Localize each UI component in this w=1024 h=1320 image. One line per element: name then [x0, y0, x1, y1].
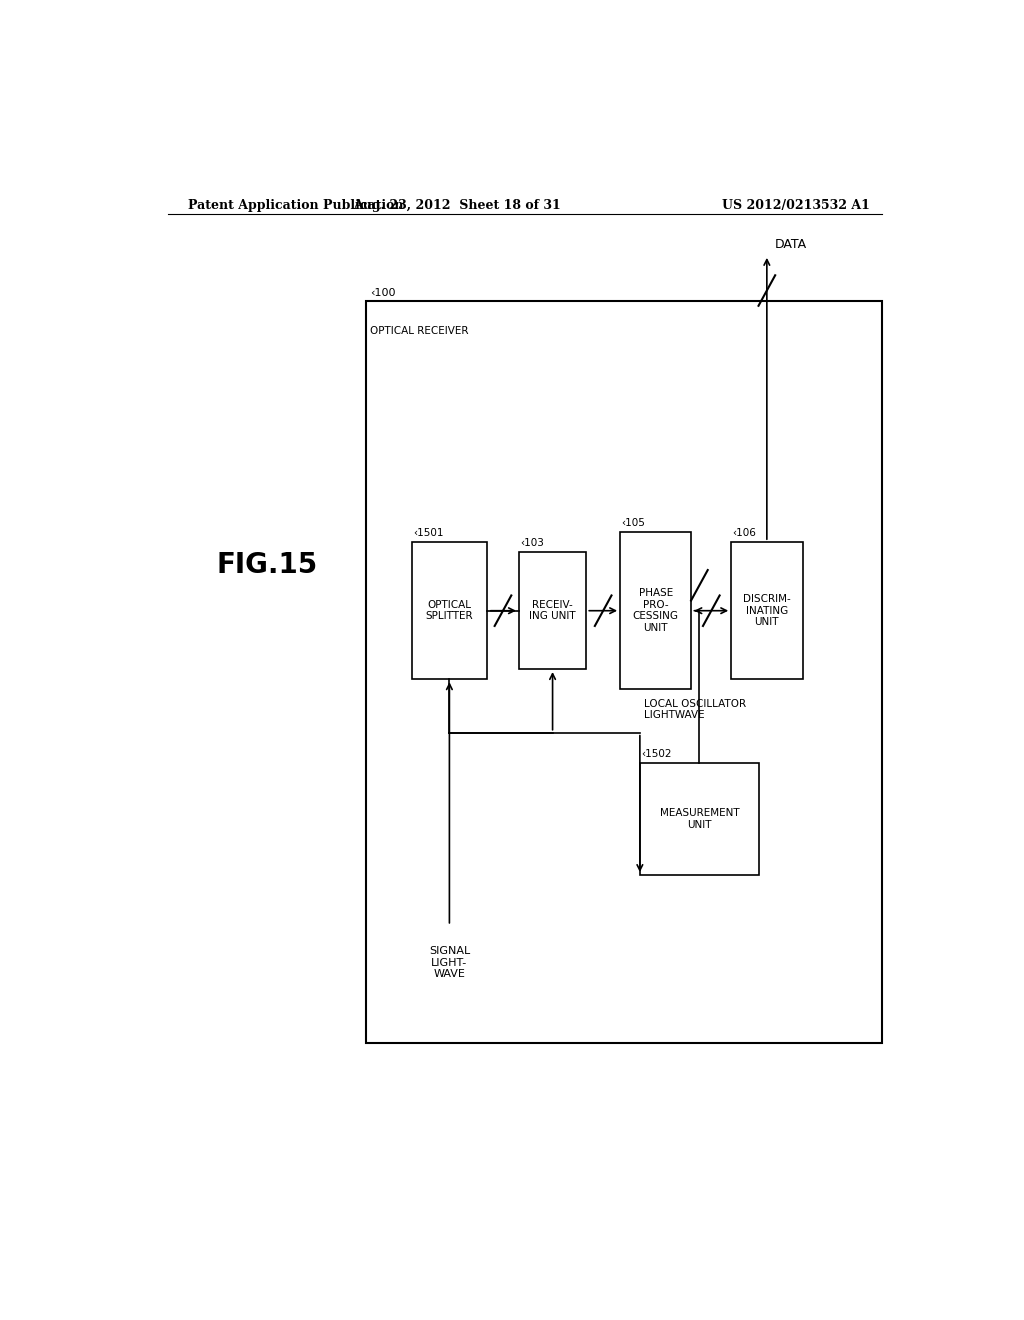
Text: OPTICAL RECEIVER: OPTICAL RECEIVER [370, 326, 469, 337]
Bar [731, 543, 803, 680]
Bar [519, 552, 587, 669]
Text: ‹103: ‹103 [520, 539, 545, 548]
Text: DATA: DATA [775, 239, 807, 251]
Text: ‹106: ‹106 [733, 528, 757, 539]
Text: FIG.15: FIG.15 [216, 550, 317, 579]
Text: DISCRIM-
INATING
UNIT: DISCRIM- INATING UNIT [743, 594, 791, 627]
Text: PHASE
PRO-
CESSING
UNIT: PHASE PRO- CESSING UNIT [633, 589, 679, 634]
Text: Aug. 23, 2012  Sheet 18 of 31: Aug. 23, 2012 Sheet 18 of 31 [353, 199, 561, 213]
Bar [640, 763, 759, 875]
Text: OPTICAL
SPLITTER: OPTICAL SPLITTER [426, 599, 473, 622]
Text: LOCAL OSCILLATOR
LIGHTWAVE: LOCAL OSCILLATOR LIGHTWAVE [644, 698, 745, 721]
Text: MEASUREMENT
UNIT: MEASUREMENT UNIT [659, 808, 739, 830]
Text: ‹1501: ‹1501 [414, 528, 443, 539]
Text: US 2012/0213532 A1: US 2012/0213532 A1 [722, 199, 870, 213]
Text: ‹100: ‹100 [370, 288, 395, 297]
Text: Patent Application Publication: Patent Application Publication [187, 199, 403, 213]
Text: ‹105: ‹105 [622, 517, 645, 528]
Bar [620, 532, 691, 689]
Text: RECEIV-
ING UNIT: RECEIV- ING UNIT [529, 599, 575, 622]
Bar [367, 301, 882, 1043]
Bar [412, 543, 487, 680]
Text: SIGNAL
LIGHT-
WAVE: SIGNAL LIGHT- WAVE [429, 946, 470, 979]
Text: ‹1502: ‹1502 [641, 748, 672, 759]
